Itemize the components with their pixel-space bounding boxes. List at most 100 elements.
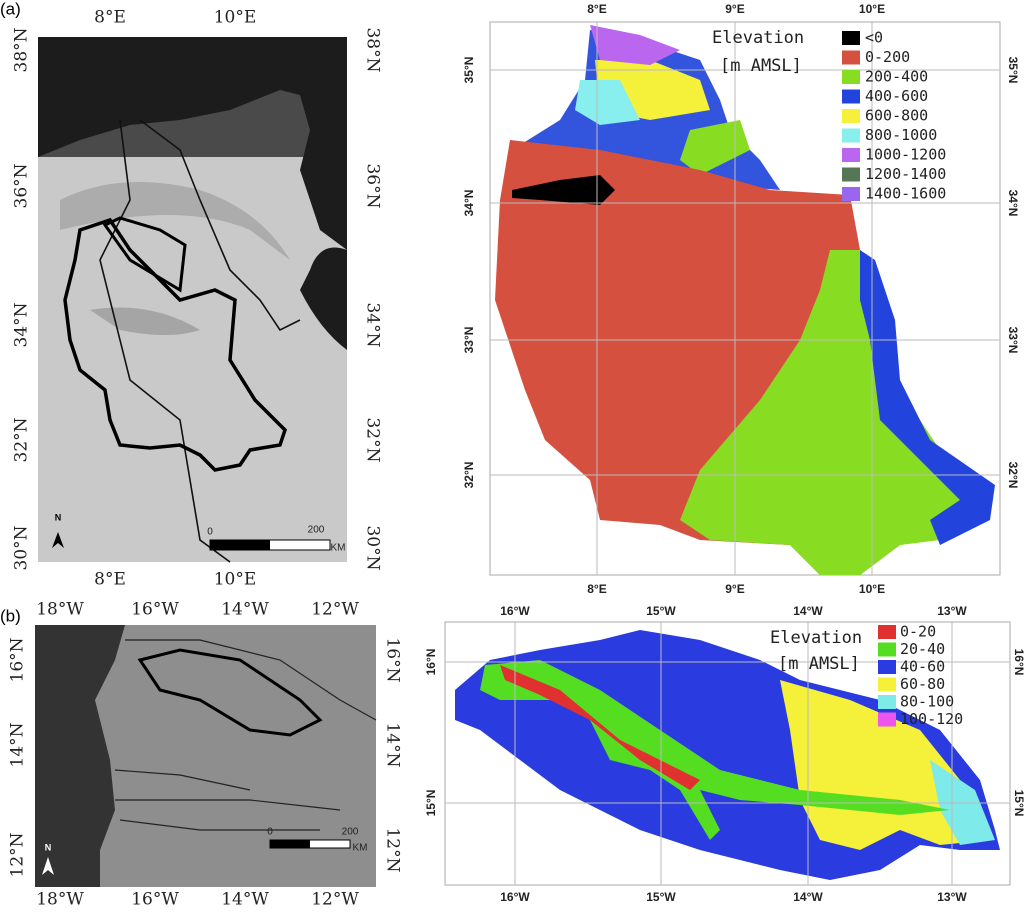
lat-label: 16°N <box>8 637 28 682</box>
relief-map-b <box>35 625 377 887</box>
legend-swatch <box>878 642 896 657</box>
lon-label: 13°W <box>937 890 967 904</box>
lat-label: 15°N <box>1012 790 1024 817</box>
lat-label: 14°N <box>8 722 28 767</box>
scale-label: 0 <box>267 827 273 838</box>
lon-label: 10°E <box>214 8 257 28</box>
legend-label: 100-120 <box>900 710 963 728</box>
lat-label: 38°N <box>363 27 383 72</box>
lat-label: 32°N <box>12 417 32 462</box>
lon-label: 12°W <box>311 600 359 620</box>
legend-swatch <box>842 167 860 182</box>
lat-label: 14°N <box>383 722 403 767</box>
lon-label: 15°W <box>646 604 676 618</box>
lon-label: 18°W <box>36 890 84 910</box>
lat-label: 16°N <box>1012 649 1024 676</box>
legend-swatch <box>842 109 860 123</box>
lat-label: 34°N <box>462 190 476 217</box>
legend-label: 200-400 <box>865 68 928 86</box>
lat-label: 34°N <box>363 302 383 347</box>
legend-label: 400-600 <box>865 87 928 105</box>
legend-title: Elevation <box>712 28 804 48</box>
lat-label: 12°N <box>383 827 403 872</box>
panel-label: (a) <box>0 0 21 18</box>
lon-label: 9°E <box>725 582 744 596</box>
legend-label: 20-40 <box>900 640 945 658</box>
legend-swatch <box>842 148 860 162</box>
graticule-b <box>445 622 1010 885</box>
lon-label: 18°W <box>36 600 84 620</box>
lon-label: 16°W <box>500 604 530 618</box>
legend-swatch <box>842 128 860 143</box>
legend-label: 1200-1400 <box>865 165 946 183</box>
scale-label: KM <box>331 543 346 554</box>
lat-label: 36°N <box>12 163 32 208</box>
legend-label: 600-800 <box>865 107 928 125</box>
lat-label: 16°N <box>424 649 438 676</box>
lat-label: 30°N <box>12 525 32 570</box>
lat-label: 32°N <box>1006 462 1020 489</box>
lat-label: 38°N <box>12 27 32 72</box>
scale-label: 200 <box>342 827 359 838</box>
lon-label: 9°E <box>725 2 744 16</box>
legend-label: 40-60 <box>900 658 945 676</box>
north-label: N <box>55 512 62 522</box>
legend-label: 60-80 <box>900 675 945 693</box>
lon-label: 8°E <box>587 582 606 596</box>
legend-title: [m AMSL] <box>778 654 860 674</box>
lon-label: 10°E <box>859 2 885 16</box>
lat-label: 34°N <box>1006 190 1020 217</box>
scale-label: 0 <box>207 527 213 538</box>
lat-label: 35°N <box>1006 57 1020 84</box>
legend-swatch <box>878 677 896 692</box>
lon-label: 14°W <box>793 890 823 904</box>
legend-swatch <box>878 712 896 727</box>
lat-label: 36°N <box>363 163 383 208</box>
legend-swatch <box>878 660 896 674</box>
graticule-a <box>490 22 1000 575</box>
lon-label: 10°E <box>859 582 885 596</box>
lon-label: 14°W <box>221 600 269 620</box>
lon-label: 8°E <box>94 8 126 28</box>
scale-label: 200 <box>308 525 325 536</box>
north-arrow <box>42 857 54 875</box>
panel-label: (b) <box>0 606 21 625</box>
lat-label: 15°N <box>424 790 438 817</box>
legend-swatch <box>842 70 860 84</box>
lon-label: 16°W <box>500 890 530 904</box>
legend-swatch <box>842 89 860 104</box>
lat-label: 30°N <box>363 525 383 570</box>
lon-label: 13°W <box>937 604 967 618</box>
elevation-map-b <box>444 621 1011 886</box>
lat-label: 32°N <box>462 462 476 489</box>
legend-label: 1400-1600 <box>865 185 946 203</box>
legend-label: 0-20 <box>900 623 936 641</box>
legend-label: 1000-1200 <box>865 146 946 164</box>
lat-label: 33°N <box>1006 327 1020 354</box>
lon-label: 8°E <box>94 570 126 590</box>
lon-label: 16°W <box>131 600 179 620</box>
legend-label: <0 <box>865 29 883 47</box>
lon-label: 12°W <box>311 890 359 910</box>
lon-label: 14°W <box>221 890 269 910</box>
lat-label: 33°N <box>462 327 476 354</box>
lon-label: 14°W <box>793 604 823 618</box>
lon-label: 10°E <box>214 570 257 590</box>
relief-map-a <box>38 37 347 563</box>
legend-label: 800-1000 <box>865 126 937 144</box>
legend-title: Elevation <box>770 628 862 648</box>
lat-label: 16°N <box>383 637 403 682</box>
elevation-map-a <box>489 21 1001 576</box>
lat-label: 32°N <box>363 417 383 462</box>
scale-label: KM <box>353 843 368 854</box>
legend-title: [m AMSL] <box>720 56 802 76</box>
lon-label: 8°E <box>587 2 606 16</box>
legend-swatch <box>842 50 860 65</box>
lon-label: 16°W <box>131 890 179 910</box>
lon-label: 15°W <box>646 890 676 904</box>
legend-swatch <box>878 695 896 709</box>
legend-swatch <box>878 625 896 639</box>
north-arrow <box>52 532 64 548</box>
